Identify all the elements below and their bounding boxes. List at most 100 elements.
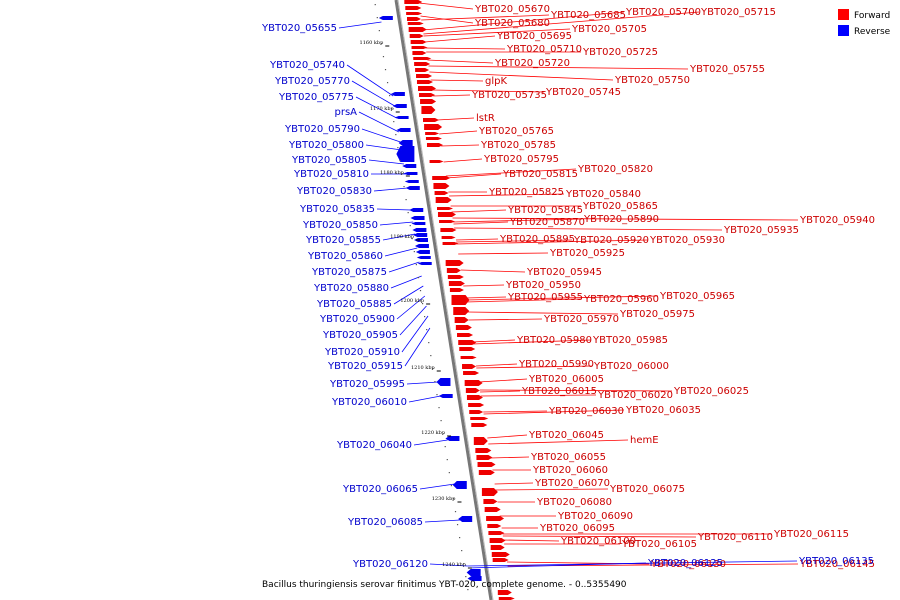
forward-gene-feature (469, 410, 484, 414)
forward-gene-feature (440, 228, 457, 232)
forward-gene-label: YBT020_05755 (689, 64, 765, 75)
forward-gene-label: YBT020_05725 (582, 47, 658, 58)
reverse-label-connector (361, 128, 401, 143)
minor-tick-dot (459, 537, 461, 539)
forward-gene-feature (426, 143, 443, 147)
forward-gene-feature (435, 197, 452, 203)
forward-gene-label: YBT020_05945 (526, 267, 602, 278)
reverse-gene-label: YBT020_05885 (316, 299, 392, 310)
forward-gene-feature (441, 236, 456, 239)
scale-tick-label: 1200 kbp (400, 298, 424, 304)
forward-gene-feature (416, 80, 433, 84)
forward-gene-label: YBT020_06100 (560, 536, 636, 547)
forward-gene-label: YBT020_05965 (659, 291, 735, 302)
forward-gene-feature (453, 307, 470, 315)
legend-forward-label: Forward (854, 11, 890, 21)
forward-gene-label: YBT020_06110 (697, 532, 773, 543)
forward-gene-label: glpK (485, 76, 507, 87)
forward-gene-feature (415, 68, 430, 72)
forward-gene-label: YBT020_06130 (650, 559, 726, 570)
forward-gene-feature (477, 462, 496, 467)
minor-tick-dot (409, 225, 411, 227)
minor-tick-dot (415, 264, 417, 266)
gene-features (378, 0, 515, 600)
forward-gene-label: YBT020_05670 (474, 4, 550, 15)
reverse-label-connector (379, 221, 414, 226)
forward-label-connector (480, 394, 597, 397)
reverse-gene-label: YBT020_05905 (322, 330, 398, 341)
genome-backbone-shadow (397, 0, 494, 600)
reverse-gene-label: YBT020_05875 (311, 267, 387, 278)
forward-label-connector (428, 65, 689, 70)
reverse-gene-label: YBT020_06135 (798, 556, 874, 567)
forward-label-connector (465, 296, 507, 299)
forward-gene-feature (478, 470, 495, 475)
reverse-gene-feature (413, 233, 428, 237)
reverse-gene-label: YBT020_06040 (336, 440, 412, 451)
forward-gene-label: YBT020_05815 (502, 169, 578, 180)
reverse-gene-label: YBT020_05790 (284, 124, 360, 135)
forward-label-connector (487, 434, 528, 439)
reverse-gene-feature (390, 92, 405, 96)
forward-gene-feature (425, 132, 440, 135)
forward-label-connector (429, 71, 614, 81)
scale-tick-label: 1220 kbp (421, 430, 445, 436)
forward-gene-feature (429, 160, 444, 163)
scale-tick-label: 1160 kbp (360, 40, 384, 46)
minor-tick-dot (444, 446, 446, 448)
forward-label-connector (445, 168, 577, 177)
forward-label-connector (495, 488, 609, 491)
forward-label-connector (425, 47, 506, 50)
minor-tick-dot (386, 82, 389, 84)
forward-gene-label: YBT020_06005 (528, 374, 604, 385)
forward-gene-label: YBT020_06070 (534, 478, 610, 489)
minor-tick-dot (434, 381, 436, 383)
forward-gene-label: YBT020_05745 (545, 87, 621, 98)
forward-label-connector (432, 89, 545, 93)
reverse-gene-label: YBT020_05740 (269, 60, 345, 71)
forward-gene-label: YBT020_06030 (548, 406, 624, 417)
minor-tick-dot (374, 4, 376, 6)
forward-gene-label: YBT020_05985 (592, 335, 668, 346)
minor-tick-dot (461, 550, 463, 552)
forward-gene-feature (487, 524, 502, 528)
reverse-label-connector (373, 187, 408, 192)
forward-gene-feature (407, 22, 424, 25)
forward-gene-label: hemE (630, 435, 659, 446)
forward-gene-feature (418, 86, 437, 91)
forward-label-connector (430, 79, 484, 82)
reverse-gene-label: YBT020_05775 (278, 92, 354, 103)
reverse-gene-feature (412, 228, 427, 232)
forward-label-connector (490, 456, 530, 459)
forward-gene-feature (460, 356, 477, 359)
forward-gene-feature (486, 516, 505, 521)
forward-label-connector (423, 28, 571, 37)
forward-gene-feature (463, 371, 480, 375)
forward-gene-feature (411, 46, 428, 49)
forward-gene-feature (464, 380, 483, 386)
minor-tick-dot (448, 472, 450, 474)
legend-reverse-swatch (838, 25, 849, 36)
minor-tick-dot (432, 368, 434, 370)
minor-tick-dot (389, 95, 391, 97)
reverse-label-connector (355, 96, 397, 119)
forward-label-connector (441, 144, 480, 147)
reverse-gene-label: YBT020_05910 (324, 347, 400, 358)
scale-tick-label: 1230 kbp (432, 496, 456, 502)
forward-label-connector (476, 365, 593, 369)
scale-tick-label: 1180 kbp (380, 170, 404, 176)
scale-tick-label: 1170 kbp (370, 106, 394, 112)
reverse-gene-label: YBT020_06065 (342, 484, 418, 495)
forward-gene-feature (410, 40, 427, 44)
reverse-gene-label: YBT020_05835 (299, 204, 375, 215)
minor-tick-dot (382, 56, 385, 58)
reverse-gene-label: YBT020_05880 (313, 283, 389, 294)
forward-gene-feature (407, 17, 422, 21)
forward-gene-feature (442, 242, 459, 245)
minor-tick-dot (428, 342, 430, 344)
forward-gene-feature (446, 268, 461, 273)
forward-gene-label: YBT020_05765 (478, 126, 554, 137)
forward-gene-feature (434, 191, 449, 195)
